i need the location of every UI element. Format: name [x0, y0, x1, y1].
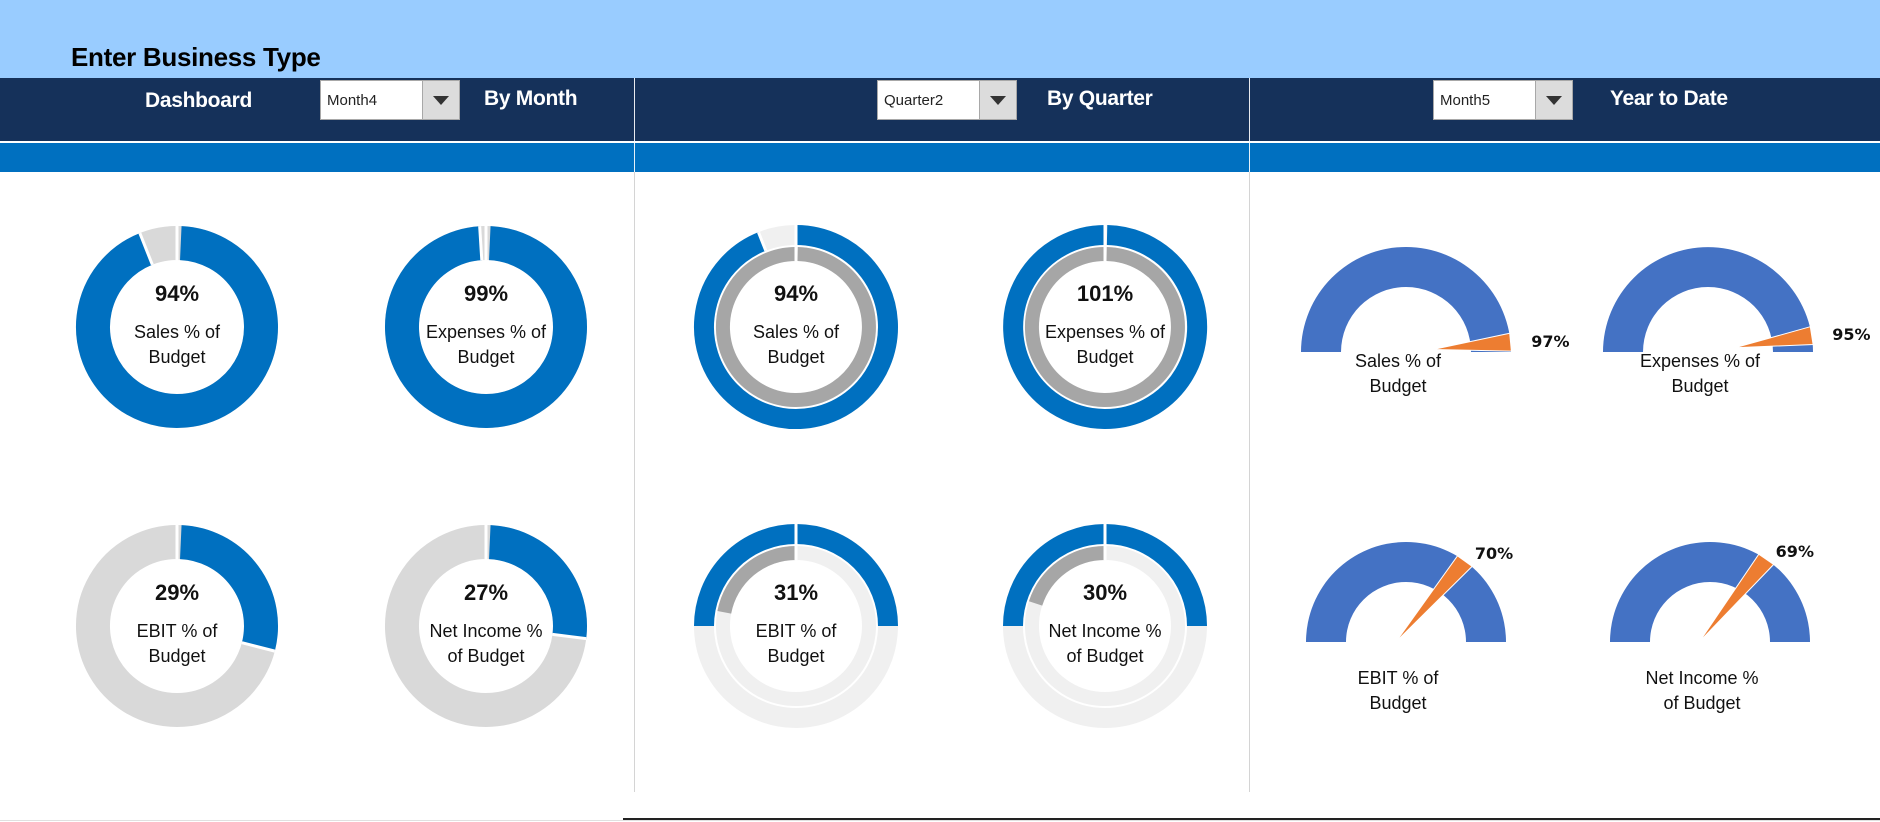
- double-donut-inner-arc: [717, 546, 797, 614]
- donut-value-arc: [179, 525, 278, 652]
- dashboard-label: Dashboard: [145, 89, 252, 112]
- double-donut-outer-arc: [1104, 524, 1207, 627]
- quarter-select-value: Quarter2: [884, 91, 944, 109]
- bottom-rule: [623, 818, 1880, 820]
- double-donut-value-label: 31%: [774, 580, 818, 605]
- ytd-month-select[interactable]: Month5: [1433, 80, 1573, 120]
- double-donut-outer-arc: [1003, 225, 1208, 429]
- donut-gap: [478, 226, 484, 261]
- donut-gap: [138, 232, 154, 266]
- ytd-month-select-value: Month5: [1440, 91, 1491, 109]
- gauge-needle: [1698, 553, 1775, 643]
- by-month-label: By Month: [484, 87, 578, 110]
- gauge-label: Expenses % of: [1640, 351, 1761, 371]
- donut-label: of Budget: [447, 646, 524, 666]
- chevron-down-icon: [990, 95, 1006, 105]
- chevron-down-icon: [433, 95, 449, 105]
- donut-label: Net Income %: [429, 621, 542, 641]
- double-donut-outer-arc: [795, 524, 898, 627]
- month-select[interactable]: Month4: [320, 80, 460, 120]
- gauge-label: EBIT % of: [1358, 668, 1440, 688]
- gauge-needle: [1432, 332, 1512, 352]
- donut-value-label: 29%: [155, 580, 199, 605]
- page-title[interactable]: Enter Business Type: [71, 42, 321, 72]
- section-divider: [1249, 172, 1250, 792]
- gauge-label: Budget: [1369, 376, 1426, 396]
- donut-label: Sales % of: [134, 322, 221, 342]
- gauge-label: Budget: [1369, 693, 1426, 713]
- chevron-down-icon: [1546, 95, 1562, 105]
- quarter-select[interactable]: Quarter2: [877, 80, 1017, 120]
- double-donut-label: Net Income %: [1048, 621, 1161, 641]
- donut-value-arc: [385, 226, 587, 428]
- double-donut-inner-arc: [715, 247, 876, 407]
- double-donut-value-label: 101%: [1077, 281, 1133, 306]
- gauge-label: of Budget: [1663, 693, 1740, 713]
- double-donut-label: EBIT % of: [756, 621, 838, 641]
- double-donut-inner-arc: [1028, 546, 1106, 606]
- gauge-needle: [1395, 555, 1473, 643]
- donut-value-arc: [76, 226, 278, 428]
- donut-value-label: 27%: [464, 580, 508, 605]
- quarter-select-button[interactable]: [979, 81, 1016, 119]
- double-donut-outer-arc: [694, 225, 898, 429]
- month-select-value: Month4: [327, 91, 378, 109]
- donut-label: Budget: [457, 347, 514, 367]
- donut-label: Budget: [148, 646, 205, 666]
- gauge-value-label: 95%: [1832, 325, 1870, 344]
- donut-gap: [552, 632, 587, 641]
- ytd-month-select-button[interactable]: [1535, 81, 1572, 119]
- double-donut-label: Budget: [767, 646, 824, 666]
- double-donut-outer-arc: [694, 524, 797, 627]
- donut-label: Expenses % of: [426, 322, 547, 342]
- ytd-label: Year to Date: [1610, 87, 1728, 110]
- donut-label: Budget: [148, 347, 205, 367]
- double-donut-label: Budget: [767, 347, 824, 367]
- nav-divider: [634, 78, 635, 172]
- accent-stripe: [0, 143, 1880, 172]
- gauge-label: Sales % of: [1355, 351, 1442, 371]
- nav-divider: [1249, 78, 1250, 172]
- donut-gap: [241, 641, 276, 653]
- gauge-label: Budget: [1671, 376, 1728, 396]
- section-divider: [634, 172, 635, 792]
- gauge-label: Net Income %: [1645, 668, 1758, 688]
- by-quarter-label: By Quarter: [1047, 87, 1153, 110]
- double-donut-gap: [757, 231, 768, 252]
- gauge-arc: [1301, 247, 1511, 352]
- double-donut-label: Sales % of: [753, 322, 840, 342]
- gauge-arc: [1603, 247, 1813, 352]
- double-donut-value-label: 30%: [1083, 580, 1127, 605]
- top-band: [0, 0, 1880, 78]
- donut-label: EBIT % of: [137, 621, 219, 641]
- gauge-needle: [1734, 326, 1814, 349]
- donut-value-label: 94%: [155, 281, 199, 306]
- donut-value-label: 99%: [464, 281, 508, 306]
- donut-value-arc: [488, 525, 587, 639]
- double-donut-label: Expenses % of: [1045, 322, 1166, 342]
- gauge-value-label: 70%: [1475, 544, 1513, 563]
- bottom-edge: [0, 820, 1880, 821]
- double-donut-label: Budget: [1076, 347, 1133, 367]
- month-select-button[interactable]: [422, 81, 459, 119]
- gauge-value-label: 69%: [1776, 542, 1814, 561]
- gauge-value-label: 97%: [1531, 332, 1569, 351]
- double-donut-outer-arc: [1003, 524, 1106, 627]
- double-donut-inner-arc: [1024, 247, 1185, 407]
- double-donut-label: of Budget: [1066, 646, 1143, 666]
- double-donut-value-label: 94%: [774, 281, 818, 306]
